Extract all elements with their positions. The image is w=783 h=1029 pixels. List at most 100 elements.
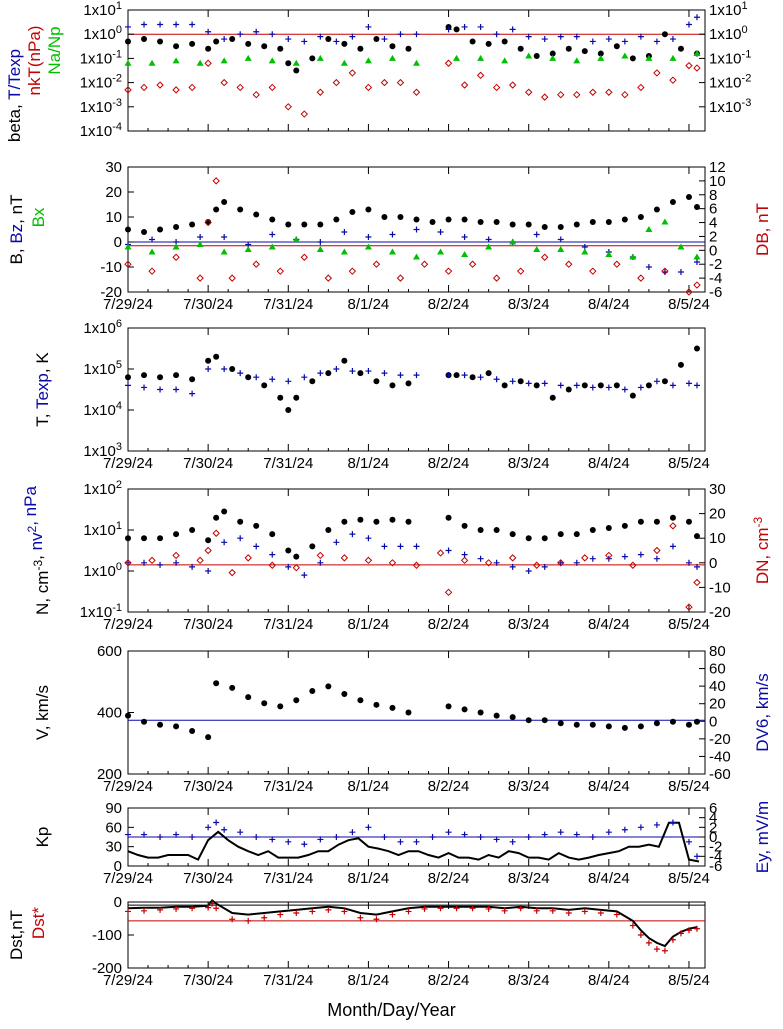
data-point (148, 267, 156, 275)
data-point (173, 21, 180, 28)
data-point (213, 38, 220, 45)
data-point (517, 45, 524, 52)
data-point (541, 93, 549, 101)
data-point (125, 908, 131, 915)
data-point (605, 36, 612, 43)
data-point (157, 561, 164, 568)
data-point (196, 241, 204, 247)
data-point (213, 353, 220, 360)
data-point (517, 378, 524, 385)
data-point (317, 221, 324, 228)
data-point (285, 221, 292, 228)
data-point (309, 543, 316, 550)
data-point (229, 684, 236, 691)
x-tick-label: 7/29/24 (103, 870, 153, 887)
data-point (253, 211, 260, 218)
data-point (477, 527, 484, 533)
data-point (205, 28, 212, 35)
data-point (557, 246, 565, 252)
data-point (380, 78, 389, 87)
data-point (653, 518, 660, 525)
data-point (413, 59, 420, 66)
data-point (573, 559, 580, 566)
data-point (669, 382, 676, 389)
data-point (221, 539, 228, 546)
data-point (244, 54, 252, 61)
data-point (196, 274, 204, 282)
data-point (277, 911, 284, 918)
data-point (293, 910, 300, 916)
y-tick-label-right: 1x10-3 (709, 97, 751, 116)
series-black-dot (125, 23, 700, 74)
data-point (516, 267, 525, 275)
data-point (685, 559, 692, 566)
data-point (261, 700, 268, 707)
data-point (141, 831, 148, 838)
data-point (573, 221, 580, 228)
data-point (293, 67, 300, 74)
y-tick-label: 60 (105, 819, 122, 836)
data-point (661, 267, 669, 275)
data-point (245, 917, 252, 924)
data-point (125, 374, 131, 381)
y-tick-label-right: -6 (709, 284, 722, 301)
y-tick-label: 90 (105, 800, 122, 817)
y-tick-label-right: 6 (709, 800, 717, 817)
data-point (373, 701, 380, 708)
x-tick-label: 8/1/24 (348, 972, 390, 989)
x-tick-label: 7/29/24 (103, 616, 153, 633)
data-point (221, 366, 228, 372)
x-tick-label: 7/31/24 (263, 778, 313, 795)
data-point (349, 829, 356, 836)
y-tick-label: 20 (105, 184, 122, 201)
series-blue-plus (125, 226, 700, 275)
data-point (629, 922, 636, 929)
data-point (645, 54, 653, 61)
data-point (253, 522, 260, 529)
y-tick-label-right: -20 (709, 731, 731, 748)
data-point (525, 568, 532, 574)
x-tick-label: 8/4/24 (588, 616, 630, 633)
panel-kp: 7/29/24 7/30/24 7/31/24 8/1/24 8/2/24 8/3/24 8… (33, 800, 772, 887)
y-tick-label: -10 (100, 259, 122, 276)
data-point (637, 83, 645, 92)
data-point (629, 253, 637, 260)
data-point (388, 248, 396, 255)
data-point (292, 564, 300, 572)
data-point (341, 40, 348, 47)
data-point (541, 224, 548, 230)
data-point (173, 372, 180, 379)
y-tick-label-right: -2 (709, 256, 722, 273)
data-point (148, 59, 156, 66)
data-point (485, 243, 493, 250)
data-point (613, 43, 620, 50)
data-point (405, 45, 412, 52)
data-point (332, 78, 341, 87)
x-tick-label: 7/30/24 (183, 455, 233, 472)
data-point (581, 48, 588, 55)
data-point (253, 374, 260, 381)
data-point (445, 703, 452, 710)
axis-label: DV6, km/s (753, 673, 772, 751)
data-point (605, 551, 613, 560)
data-point (573, 382, 580, 389)
data-point (693, 14, 700, 21)
data-point (637, 932, 644, 938)
data-point (125, 535, 131, 542)
series-green-triangle (124, 218, 701, 260)
data-point (348, 267, 357, 275)
data-point (173, 905, 180, 912)
data-point (421, 905, 428, 912)
x-tick-label: 7/31/24 (263, 972, 313, 989)
y-tick-label-right: 1x101 (709, 0, 748, 19)
data-point (204, 546, 212, 555)
data-point (268, 83, 276, 92)
y-tick-label-right: 10 (709, 173, 726, 190)
data-point (413, 226, 420, 233)
data-point (485, 370, 492, 377)
data-point (517, 905, 524, 912)
data-point (693, 578, 701, 587)
x-tick-label: 8/3/24 (508, 972, 550, 989)
data-point (589, 38, 596, 45)
data-point (277, 45, 284, 52)
